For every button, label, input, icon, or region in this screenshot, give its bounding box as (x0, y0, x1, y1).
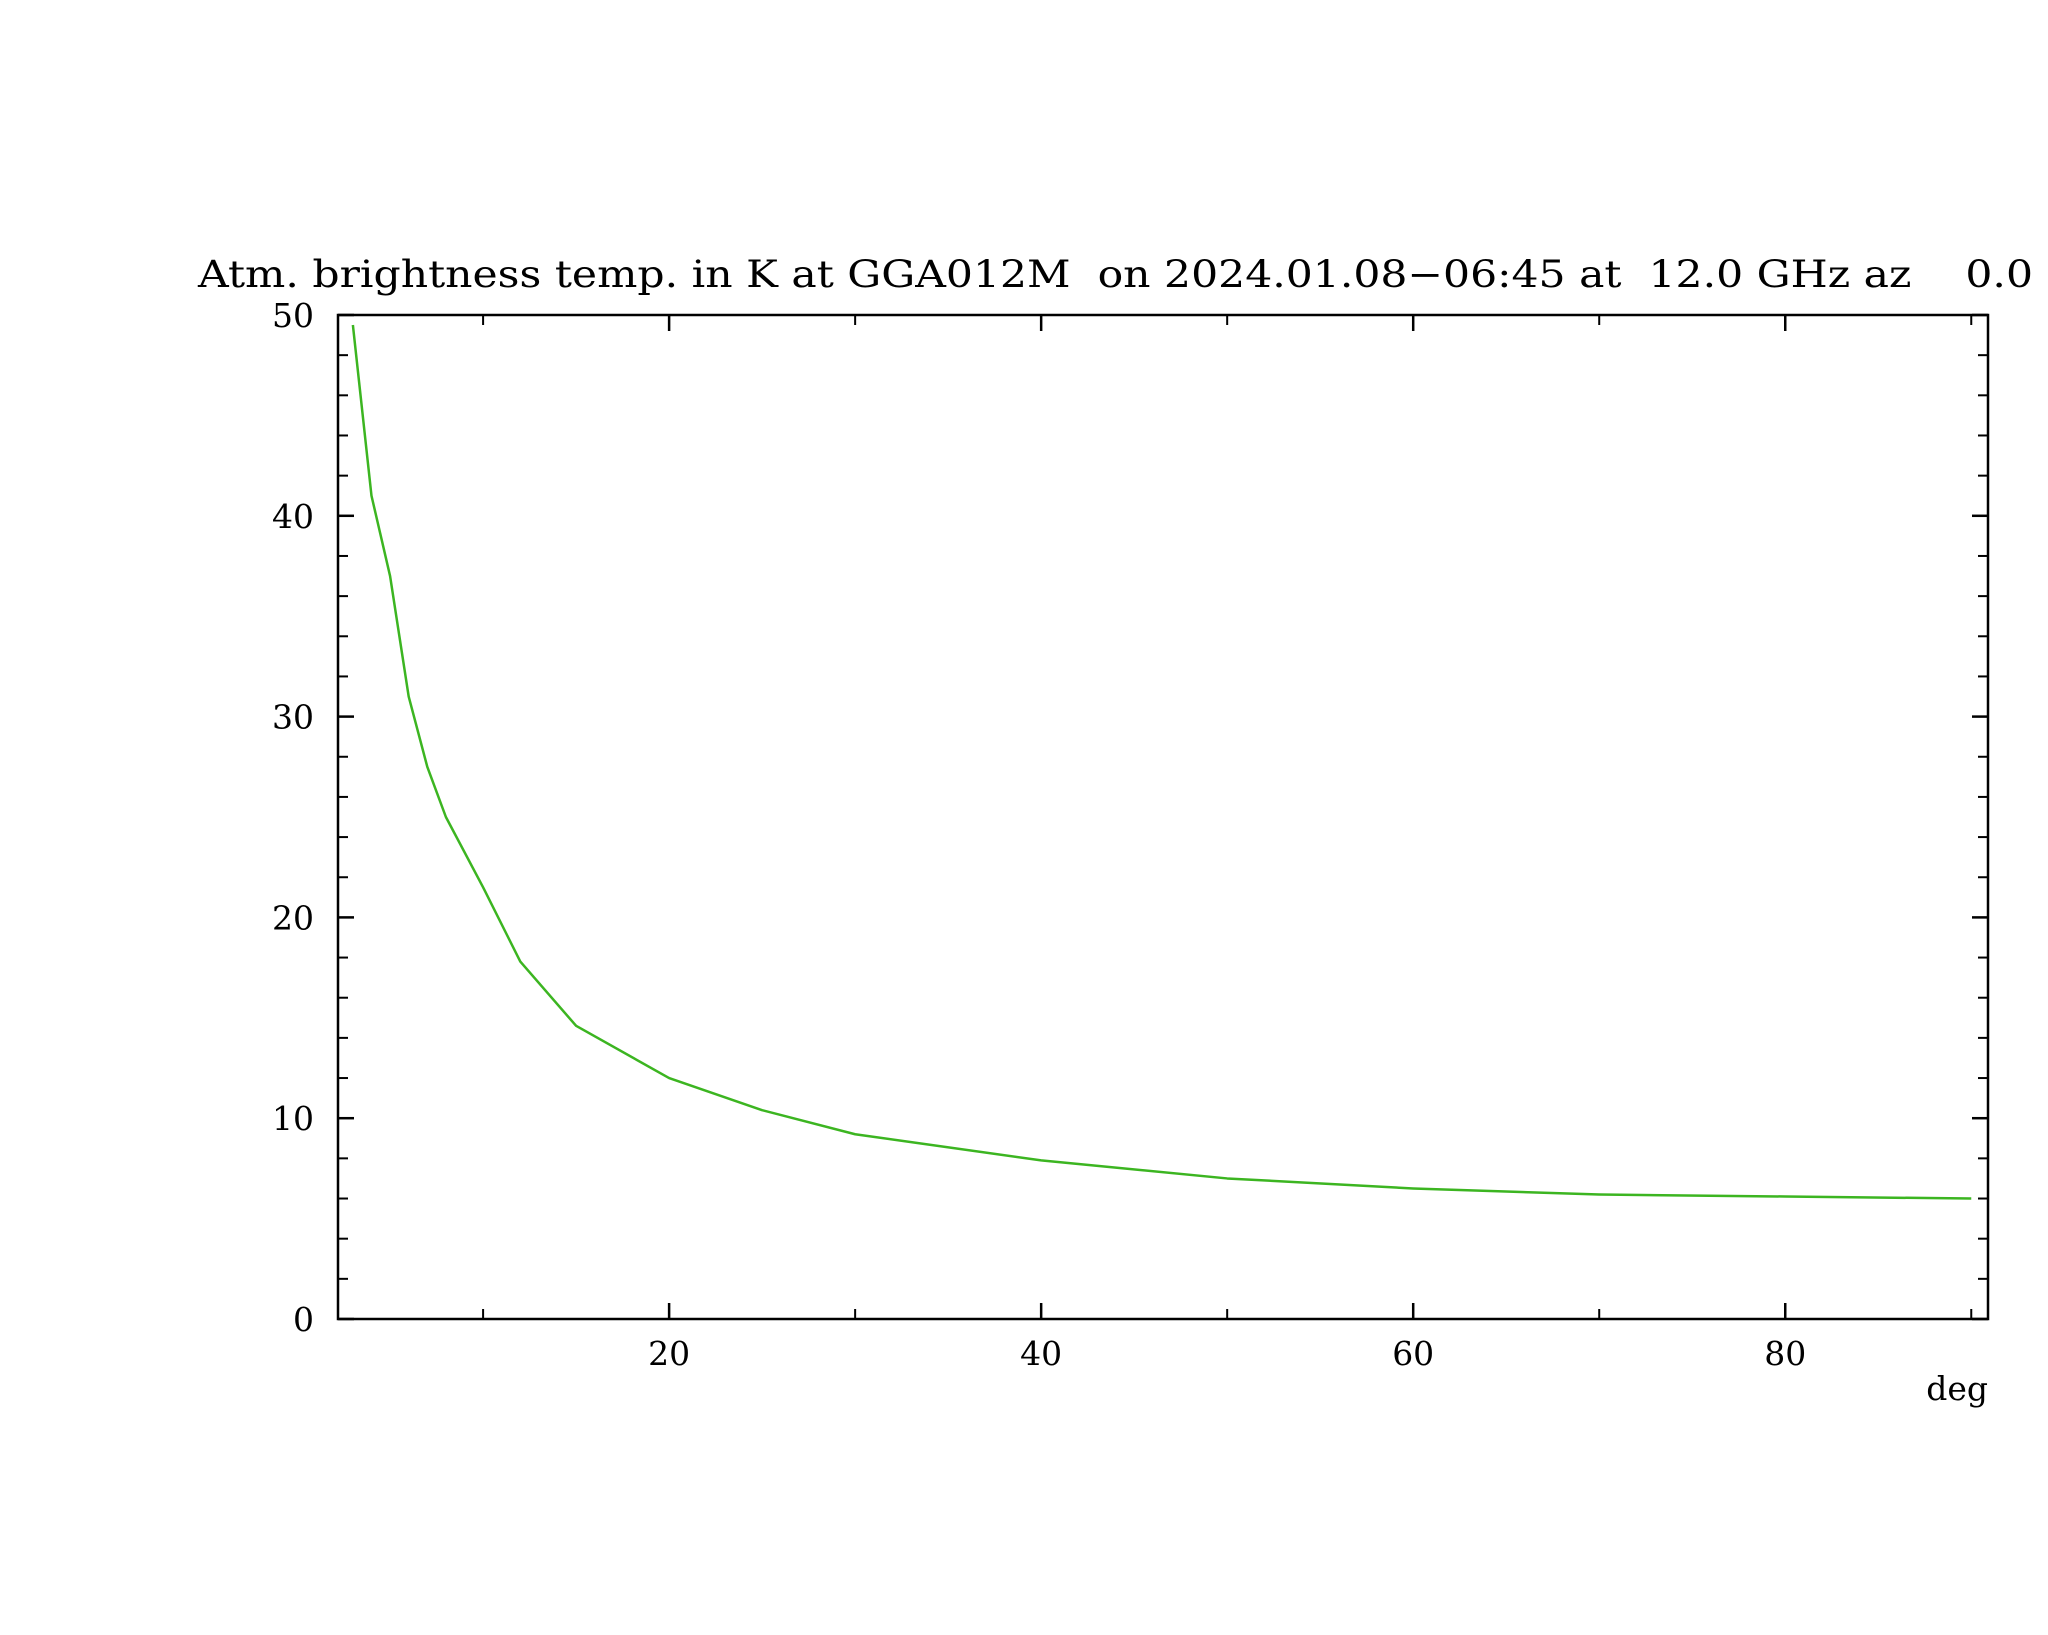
chart-title: Atm. brightness temp. in K at GGA012M on… (197, 253, 2033, 296)
x-tick-label: 80 (1764, 1334, 1806, 1373)
data-line (351, 324, 1972, 1200)
y-tick-label: 0 (293, 1300, 314, 1339)
y-tick-label: 10 (272, 1099, 314, 1138)
plot-frame (336, 313, 1990, 1321)
y-tick-label: 50 (272, 296, 314, 335)
y-tick-label: 20 (272, 898, 314, 937)
x-tick-label: 60 (1392, 1334, 1434, 1373)
y-tick-label: 30 (272, 698, 314, 737)
x-tick-label: 20 (648, 1334, 690, 1373)
x-tick-label: 40 (1020, 1334, 1062, 1373)
y-tick-label: 40 (272, 497, 314, 536)
x-axis-label: deg (1926, 1369, 1988, 1408)
